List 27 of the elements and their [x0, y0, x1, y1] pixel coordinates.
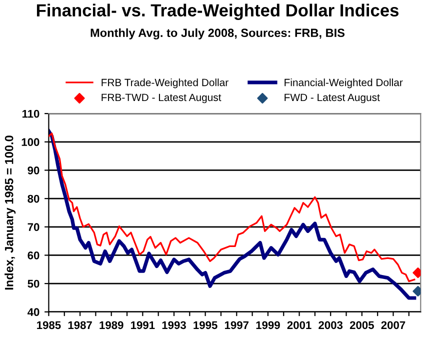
- y-axis-title: Index, January 1985 = 100.0: [4, 136, 16, 290]
- legend-label: FWD - Latest August: [284, 94, 380, 104]
- legend-label: FRB Trade-Weighted Dollar: [102, 78, 228, 88]
- x-tick-label: 2007: [381, 321, 406, 330]
- legend-label: FRB-TWD - Latest August: [102, 94, 222, 104]
- x-tick-label: 1999: [256, 321, 280, 330]
- y-tick-label: 60: [28, 251, 40, 260]
- x-tick-label: 1989: [100, 321, 124, 330]
- y-tick-label: 110: [22, 110, 40, 118]
- x-tick-label: 1995: [194, 321, 218, 330]
- x-tick-label: 2003: [318, 321, 343, 330]
- x-tick-label: 2005: [350, 321, 374, 330]
- chart-subtitle: Monthly Avg. to July 2008, Sources: FRB, BIS: [90, 28, 345, 40]
- y-tick-label: 90: [28, 166, 40, 174]
- y-tick-label: 50: [28, 280, 40, 288]
- y-tick-label: 40: [28, 308, 40, 316]
- chart-title: Financial- vs. Trade-Weighted Dollar Indices: [36, 4, 398, 20]
- legend-label: Financial-Weighted Dollar: [284, 78, 403, 88]
- x-tick-label: 1991: [131, 321, 155, 330]
- y-tick-label: 80: [28, 194, 40, 203]
- x-tick-label: 1993: [162, 321, 186, 330]
- x-tick-label: 1985: [37, 321, 61, 330]
- x-tick-label: 1997: [224, 321, 249, 330]
- x-tick-label: 2001: [287, 321, 312, 330]
- y-tick-label: 70: [28, 223, 40, 232]
- x-tick-label: 1987: [68, 321, 92, 330]
- y-tick-label: 100: [22, 138, 40, 146]
